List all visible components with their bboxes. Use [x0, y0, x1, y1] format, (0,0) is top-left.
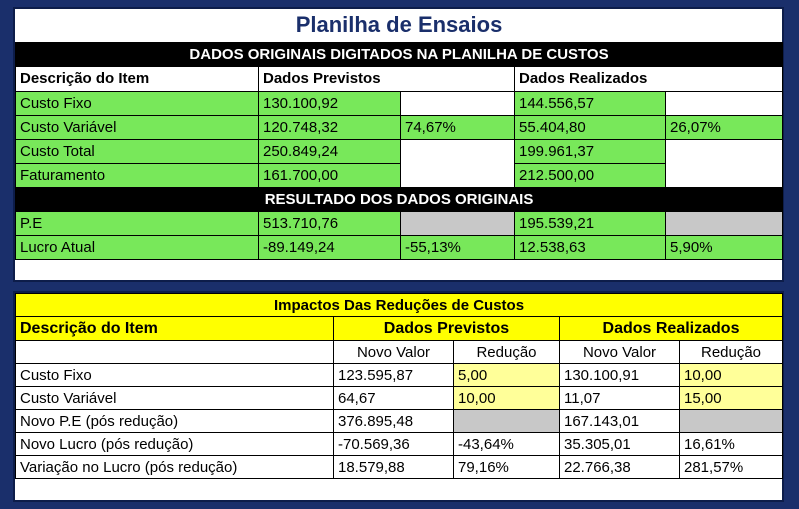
subheader-empty: [15, 340, 334, 364]
header-item: Descrição do Item: [15, 65, 259, 92]
subheader-reducao-real: Redução: [678, 340, 784, 364]
cell-prev[interactable]: 120.748,32: [258, 114, 401, 140]
table-row: Novo P.E (pós redução) 376.895,48 167.14…: [15, 409, 784, 433]
cell-prev: 513.710,76: [258, 210, 401, 236]
cell-real: 35.305,01: [559, 432, 680, 456]
table-row: Lucro Atual -89.149,24 -55,13% 12.538,63…: [15, 234, 784, 260]
table-row: Custo Variável 120.748,32 74,67% 55.404,…: [15, 114, 784, 140]
row-label: Novo Lucro (pós redução): [15, 432, 334, 456]
header-real: Dados Realizados: [513, 65, 784, 92]
cell-prev-reducao: 79,16%: [453, 455, 560, 479]
cell-real-pct: [664, 90, 784, 116]
cell-prev[interactable]: 161.700,00: [258, 162, 401, 188]
row-label: Variação no Lucro (pós redução): [15, 455, 334, 479]
cell-prev[interactable]: 130.100,92: [258, 90, 401, 116]
cell-real[interactable]: 212.500,00: [514, 162, 666, 188]
row-label: Custo Variável: [15, 386, 334, 410]
cell-prev-reducao: -43,64%: [453, 432, 560, 456]
cell-real[interactable]: 144.556,57: [514, 90, 666, 116]
cell-prev: -89.149,24: [258, 234, 401, 260]
header-prev: Dados Previstos: [258, 65, 515, 92]
result-band-title: RESULTADO DOS DADOS ORIGINAIS: [14, 186, 784, 212]
cell-real-reducao: 16,61%: [678, 432, 784, 456]
cell-prev: 64,67: [333, 386, 454, 410]
header-item: Descrição do Item: [15, 316, 334, 341]
table-row: Faturamento 161.700,00 212.500,00: [15, 162, 783, 188]
cell-real-pct: 5,90%: [664, 234, 784, 260]
input-real-reducao[interactable]: 10,00: [678, 363, 784, 387]
row-label: Custo Total: [15, 138, 259, 164]
impacts-band-title: Impactos Das Reduções de Custos: [14, 293, 784, 317]
impacts-panel: Impactos Das Reduções de Custos Descriçã…: [13, 291, 784, 502]
table-row: Custo Fixo 130.100,92 144.556,57: [15, 90, 784, 116]
cell-prev[interactable]: 250.849,24: [258, 138, 401, 164]
table-row: Custo Fixo 123.595,87 5,00 130.100,91 10…: [15, 363, 784, 387]
table-row: Custo Variável 64,67 10,00 11,07 15,00: [15, 386, 784, 410]
cell-real: 195.539,21: [514, 210, 666, 236]
subheader-novo-valor-prev: Novo Valor: [333, 340, 454, 364]
cell-prev-pct: [400, 138, 515, 188]
cell-real[interactable]: 199.961,37: [514, 138, 666, 164]
header-prev: Dados Previstos: [333, 316, 560, 341]
input-real-reducao[interactable]: 15,00: [678, 386, 784, 410]
cell-real: 11,07: [559, 386, 680, 410]
cell-real: 22.766,38: [559, 455, 680, 479]
cell-prev-pct: [400, 90, 515, 116]
original-band-title: DADOS ORIGINAIS DIGITADOS NA PLANILHA DE…: [14, 41, 784, 67]
page-title: Planilha de Ensaios: [295, 12, 503, 38]
cell-real-pct: [664, 210, 784, 236]
cell-real[interactable]: 55.404,80: [514, 114, 666, 140]
cell-prev: 123.595,87: [333, 363, 454, 387]
cell-real-reducao: [678, 409, 784, 433]
row-label: Custo Variável: [15, 114, 259, 140]
input-prev-reducao[interactable]: 5,00: [453, 363, 560, 387]
subheader-reducao-prev: Redução: [453, 340, 560, 364]
table-row: Variação no Lucro (pós redução) 18.579,8…: [15, 455, 784, 479]
cell-real: 167.143,01: [559, 409, 680, 433]
cell-prev: -70.569,36: [333, 432, 454, 456]
cell-prev-pct: [400, 210, 515, 236]
row-label: Custo Fixo: [15, 363, 334, 387]
cell-prev-pct: -55,13%: [400, 234, 515, 260]
original-data-panel: Planilha de Ensaios DADOS ORIGINAIS DIGI…: [13, 7, 784, 282]
cell-prev-reducao: [453, 409, 560, 433]
cell-real: 12.538,63: [514, 234, 666, 260]
cell-prev: 18.579,88: [333, 455, 454, 479]
original-data-table: Planilha de Ensaios DADOS ORIGINAIS DIGI…: [14, 9, 784, 260]
input-prev-reducao[interactable]: 10,00: [453, 386, 560, 410]
row-label: Custo Fixo: [15, 90, 259, 116]
header-real: Dados Realizados: [558, 316, 784, 341]
table-row: Novo Lucro (pós redução) -70.569,36 -43,…: [15, 432, 784, 456]
table-row: P.E 513.710,76 195.539,21: [15, 210, 784, 236]
table-row: Custo Total 250.849,24 199.961,37: [15, 138, 784, 188]
cell-prev: 376.895,48: [333, 409, 454, 433]
cell-real-reducao: 281,57%: [678, 455, 784, 479]
cell-real-pct: 26,07%: [664, 114, 784, 140]
cell-real-pct: [664, 138, 784, 188]
row-label: Lucro Atual: [15, 234, 259, 260]
cell-prev-pct: 74,67%: [400, 114, 515, 140]
row-label: P.E: [15, 210, 259, 236]
row-label: Novo P.E (pós redução): [15, 409, 334, 433]
subheader-novo-valor-real: Novo Valor: [559, 340, 680, 364]
impacts-table: Impactos Das Reduções de Custos Descriçã…: [14, 293, 784, 479]
row-label: Faturamento: [15, 162, 259, 188]
cell-real: 130.100,91: [559, 363, 680, 387]
